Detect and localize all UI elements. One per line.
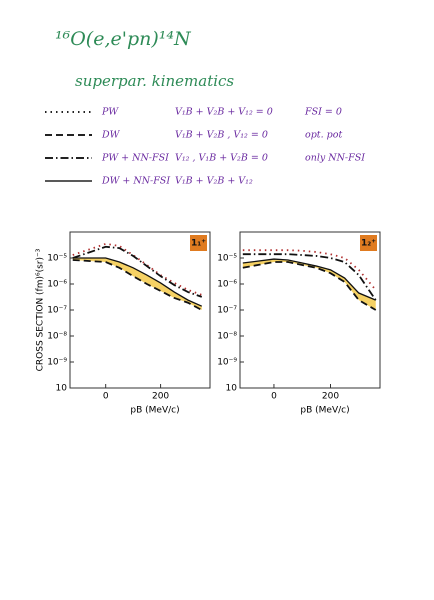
- legend-label: PW: [101, 107, 119, 118]
- x-axis-title: pB (MeV/c): [300, 406, 349, 416]
- legend-condition: V₁B + V₂B + V₁₂: [175, 176, 253, 187]
- series-line: [72, 245, 203, 298]
- legend-note: opt. pot: [305, 130, 342, 141]
- annotation-box: [190, 235, 207, 251]
- y-tick-label: 10⁻⁷: [217, 306, 237, 316]
- series-line: [72, 259, 203, 311]
- legend-condition: V₁B + V₂B , V₁₂ = 0: [175, 130, 268, 141]
- series-line: [72, 257, 203, 307]
- legend-label: DW + NN-FSI: [101, 176, 170, 187]
- y-tick-label: 10⁻⁶: [47, 280, 67, 290]
- title: ¹⁶O(e,e'pn)¹⁴N: [55, 28, 192, 50]
- band: [242, 259, 376, 310]
- series-line: [242, 258, 377, 301]
- y-tick-label: 10⁻⁷: [47, 306, 67, 316]
- series-line: [242, 261, 377, 311]
- legend-condition: V₁₂ , V₁B + V₂B = 0: [175, 153, 268, 164]
- x-axis-title: pB (MeV/c): [130, 406, 179, 416]
- series-line: [72, 242, 203, 296]
- y-tick-label: 10⁻⁸: [47, 332, 67, 342]
- legend-label: DW: [101, 130, 121, 141]
- annotation: 1₂⁺: [361, 239, 376, 249]
- x-tick-label: 0: [271, 392, 277, 402]
- legend-note: FSI = 0: [304, 107, 342, 118]
- y-tick-label: 10⁻⁸: [217, 332, 237, 342]
- y-tick-label: 10⁻⁶: [217, 280, 237, 290]
- annotation: 1₁⁺: [191, 239, 206, 249]
- y-tick-label: 10: [226, 384, 238, 394]
- subtitle: superpar. kinematics: [75, 72, 234, 90]
- y-tick-label: 10⁻⁹: [217, 358, 237, 368]
- y-tick-label: 10⁻⁹: [47, 358, 67, 368]
- legend-condition: V₁B + V₂B + V₁₂ = 0: [175, 107, 273, 118]
- annotation-box: [360, 235, 377, 251]
- x-tick-label: 200: [152, 392, 169, 402]
- y-axis-title: CROSS SECTION (fm)⁶(sr)⁻³: [36, 248, 46, 371]
- y-tick-label: 10: [56, 384, 68, 394]
- x-tick-label: 200: [322, 392, 339, 402]
- y-tick-label: 10⁻⁵: [47, 254, 67, 264]
- series-line: [242, 253, 377, 301]
- legend-note: only NN-FSI: [305, 153, 365, 164]
- y-tick-label: 10⁻⁵: [217, 254, 237, 264]
- x-tick-label: 0: [103, 392, 109, 402]
- legend-label: PW + NN-FSI: [101, 153, 169, 164]
